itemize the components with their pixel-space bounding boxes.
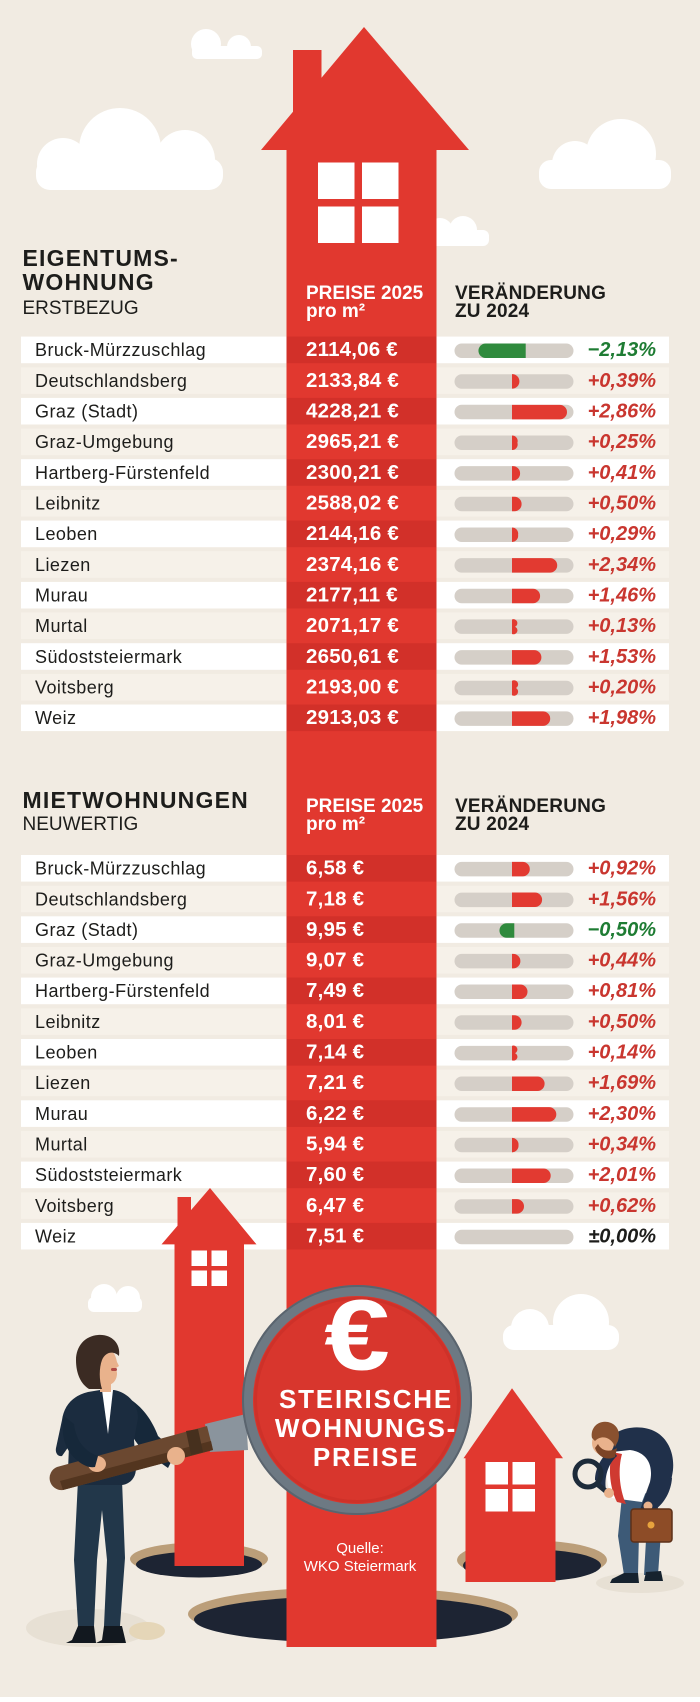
- svg-text:2193,00 €: 2193,00 €: [306, 676, 399, 699]
- svg-text:+0,14%: +0,14%: [588, 1042, 657, 1064]
- svg-text:6,47 €: 6,47 €: [306, 1194, 365, 1217]
- svg-text:±0,00%: ±0,00%: [588, 1226, 656, 1248]
- svg-text:€: €: [324, 1280, 390, 1392]
- svg-text:2177,11 €: 2177,11 €: [306, 584, 398, 607]
- svg-text:+1,98%: +1,98%: [588, 707, 657, 729]
- svg-text:+2,30%: +2,30%: [588, 1103, 657, 1125]
- svg-text:6,58 €: 6,58 €: [306, 857, 365, 880]
- svg-text:Südoststeiermark: Südoststeiermark: [35, 1165, 183, 1185]
- svg-text:+0,81%: +0,81%: [588, 980, 657, 1002]
- svg-text:+1,56%: +1,56%: [588, 888, 657, 910]
- svg-text:Deutschlandsberg: Deutschlandsberg: [35, 371, 187, 391]
- svg-text:Bruck-Mürzzuschlag: Bruck-Mürzzuschlag: [35, 859, 206, 879]
- svg-text:2114,06 €: 2114,06 €: [306, 338, 398, 361]
- svg-text:Voitsberg: Voitsberg: [35, 1196, 114, 1216]
- svg-text:Hartberg-Fürstenfeld: Hartberg-Fürstenfeld: [35, 981, 210, 1001]
- svg-text:2650,61 €: 2650,61 €: [306, 645, 399, 668]
- svg-text:7,21 €: 7,21 €: [306, 1071, 365, 1094]
- svg-text:Weiz: Weiz: [35, 708, 76, 728]
- svg-text:Leibnitz: Leibnitz: [35, 1012, 101, 1032]
- svg-text:5,94 €: 5,94 €: [306, 1133, 365, 1156]
- svg-text:PREISE 2025: PREISE 2025: [306, 796, 424, 817]
- svg-text:9,95 €: 9,95 €: [306, 918, 365, 941]
- svg-text:Graz (Stadt): Graz (Stadt): [35, 920, 138, 940]
- svg-text:Murau: Murau: [35, 1104, 88, 1124]
- svg-text:EIGENTUMS-: EIGENTUMS-: [23, 245, 179, 271]
- svg-text:pro m²: pro m²: [306, 301, 365, 322]
- svg-text:+0,50%: +0,50%: [588, 493, 657, 515]
- svg-text:2913,03 €: 2913,03 €: [306, 706, 399, 729]
- svg-text:Graz-Umgebung: Graz-Umgebung: [35, 951, 174, 971]
- svg-text:+2,86%: +2,86%: [588, 401, 657, 423]
- svg-text:PREISE: PREISE: [313, 1442, 419, 1472]
- svg-text:+0,25%: +0,25%: [588, 431, 657, 453]
- svg-text:Hartberg-Fürstenfeld: Hartberg-Fürstenfeld: [35, 463, 210, 483]
- svg-text:+0,44%: +0,44%: [588, 950, 657, 972]
- svg-text:4228,21 €: 4228,21 €: [306, 400, 399, 423]
- svg-text:2965,21 €: 2965,21 €: [306, 430, 399, 453]
- svg-text:6,22 €: 6,22 €: [306, 1102, 365, 1125]
- svg-text:MIETWOHNUNGEN: MIETWOHNUNGEN: [23, 787, 249, 813]
- svg-text:Graz (Stadt): Graz (Stadt): [35, 402, 138, 422]
- svg-text:VERÄNDERUNG: VERÄNDERUNG: [455, 796, 606, 817]
- svg-text:Murau: Murau: [35, 586, 88, 606]
- svg-text:WKO Steiermark: WKO Steiermark: [304, 1558, 417, 1575]
- svg-text:Südoststeiermark: Südoststeiermark: [35, 647, 183, 667]
- svg-text:Graz-Umgebung: Graz-Umgebung: [35, 432, 174, 452]
- svg-text:NEUWERTIG: NEUWERTIG: [23, 814, 139, 835]
- svg-text:+2,01%: +2,01%: [588, 1164, 657, 1186]
- svg-text:Bruck-Mürzzuschlag: Bruck-Mürzzuschlag: [35, 340, 206, 360]
- svg-text:pro m²: pro m²: [306, 814, 365, 835]
- svg-text:2071,17 €: 2071,17 €: [306, 614, 399, 637]
- svg-text:Murtal: Murtal: [35, 1135, 88, 1155]
- svg-text:Liezen: Liezen: [35, 555, 91, 575]
- svg-text:−2,13%: −2,13%: [588, 339, 657, 361]
- svg-text:ZU 2024: ZU 2024: [455, 814, 530, 835]
- svg-text:Voitsberg: Voitsberg: [35, 678, 114, 698]
- svg-text:+0,13%: +0,13%: [588, 615, 657, 637]
- svg-text:7,51 €: 7,51 €: [306, 1225, 365, 1248]
- svg-text:Liezen: Liezen: [35, 1073, 91, 1093]
- svg-text:2300,21 €: 2300,21 €: [306, 461, 399, 484]
- svg-text:Leoben: Leoben: [35, 524, 98, 544]
- svg-text:Deutschlandsberg: Deutschlandsberg: [35, 889, 187, 909]
- svg-text:Weiz: Weiz: [35, 1227, 76, 1247]
- svg-text:PREISE 2025: PREISE 2025: [306, 283, 424, 304]
- svg-text:+0,39%: +0,39%: [588, 370, 657, 392]
- svg-text:7,60 €: 7,60 €: [306, 1163, 365, 1186]
- svg-text:+0,41%: +0,41%: [588, 462, 657, 484]
- svg-text:−0,50%: −0,50%: [588, 919, 657, 941]
- svg-text:+2,34%: +2,34%: [588, 554, 657, 576]
- svg-text:ERSTBEZUG: ERSTBEZUG: [23, 298, 139, 319]
- svg-text:2374,16 €: 2374,16 €: [306, 553, 399, 576]
- svg-text:Leibnitz: Leibnitz: [35, 494, 101, 514]
- svg-text:+0,34%: +0,34%: [588, 1134, 657, 1156]
- svg-text:STEIRISCHE: STEIRISCHE: [279, 1384, 453, 1414]
- svg-text:Quelle:: Quelle:: [336, 1540, 384, 1557]
- svg-text:9,07 €: 9,07 €: [306, 949, 365, 972]
- svg-text:7,18 €: 7,18 €: [306, 887, 365, 910]
- svg-text:2144,16 €: 2144,16 €: [306, 522, 399, 545]
- svg-text:7,14 €: 7,14 €: [306, 1041, 365, 1064]
- svg-text:8,01 €: 8,01 €: [306, 1010, 365, 1033]
- svg-text:+0,20%: +0,20%: [588, 677, 657, 699]
- svg-text:2588,02 €: 2588,02 €: [306, 492, 399, 515]
- svg-text:ZU 2024: ZU 2024: [455, 301, 530, 322]
- svg-text:WOHNUNGS-: WOHNUNGS-: [275, 1413, 457, 1443]
- svg-text:+1,46%: +1,46%: [588, 585, 657, 607]
- svg-text:2133,84 €: 2133,84 €: [306, 369, 399, 392]
- svg-text:+0,62%: +0,62%: [588, 1195, 657, 1217]
- svg-text:VERÄNDERUNG: VERÄNDERUNG: [455, 283, 606, 304]
- svg-text:Murtal: Murtal: [35, 616, 88, 636]
- svg-text:+1,53%: +1,53%: [588, 646, 657, 668]
- svg-text:7,49 €: 7,49 €: [306, 979, 365, 1002]
- svg-text:WOHNUNG: WOHNUNG: [23, 269, 155, 295]
- svg-text:+0,50%: +0,50%: [588, 1011, 657, 1033]
- svg-text:+0,92%: +0,92%: [588, 858, 657, 880]
- svg-text:+0,29%: +0,29%: [588, 523, 657, 545]
- svg-text:+1,69%: +1,69%: [588, 1072, 657, 1094]
- svg-text:Leoben: Leoben: [35, 1043, 98, 1063]
